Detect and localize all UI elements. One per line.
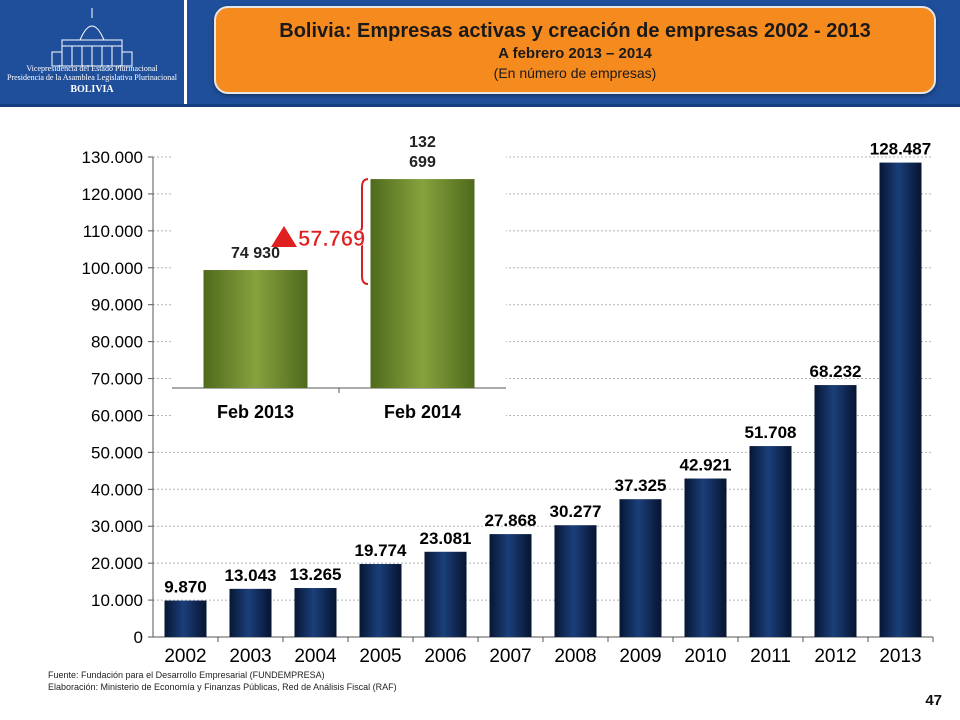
chart-unit: (En número de empresas) <box>493 65 657 81</box>
bar <box>619 499 662 637</box>
bar <box>164 600 207 637</box>
inset-x-tick-label: Feb 2014 <box>384 402 461 422</box>
difference-annotation: 57.769 <box>298 226 365 251</box>
title-banner: Bolivia: Empresas activas y creación de … <box>214 6 936 94</box>
bar-data-label: 68.232 <box>810 362 862 381</box>
y-tick-label: 50.000 <box>91 443 143 462</box>
chart-title: Bolivia: Empresas activas y creación de … <box>279 20 871 42</box>
footer-elaboration: Elaboración: Ministerio de Economía y Fi… <box>48 682 397 692</box>
bar <box>424 551 467 637</box>
difference-bracket <box>355 178 369 286</box>
building-emblem-icon <box>51 8 133 67</box>
bar <box>684 478 727 637</box>
y-tick-label: 80.000 <box>91 333 143 352</box>
y-tick-label: 130.000 <box>82 148 143 167</box>
y-tick-label: 70.000 <box>91 370 143 389</box>
bar-data-label: 19.774 <box>355 541 408 560</box>
bar-data-label: 27.868 <box>485 511 537 530</box>
x-tick-label: 2013 <box>879 646 921 667</box>
inset-bar-data-label: 132 <box>409 134 436 151</box>
y-tick-label: 60.000 <box>91 406 143 425</box>
bar <box>749 446 792 637</box>
inset-x-tick-label: Feb 2013 <box>217 402 294 422</box>
up-arrow-icon <box>271 226 297 247</box>
bar-data-label: 51.708 <box>745 423 797 442</box>
institution-logo: Vicepresidencia del Estado Plurinacional… <box>0 0 184 104</box>
bar <box>554 525 597 637</box>
y-tick-label: 30.000 <box>91 517 143 536</box>
x-tick-label: 2005 <box>359 646 401 667</box>
y-tick-label: 110.000 <box>83 222 143 241</box>
y-tick-label: 120.000 <box>82 185 143 204</box>
inset-bar <box>203 270 308 388</box>
bar-data-label: 42.921 <box>680 456 732 475</box>
bar <box>879 162 922 637</box>
bar-data-label: 9.870 <box>164 578 207 597</box>
x-tick-label: 2008 <box>554 646 596 667</box>
bar-data-label: 13.265 <box>290 565 342 584</box>
bar <box>489 534 532 637</box>
header-underline <box>0 104 960 107</box>
bar-data-label: 128.487 <box>870 140 931 159</box>
x-tick-label: 2009 <box>619 646 661 667</box>
logo-line-2: Presidencia de la Asamblea Legislativa P… <box>7 73 177 82</box>
x-tick-label: 2004 <box>294 646 337 667</box>
y-tick-label: 90.000 <box>91 296 143 315</box>
x-tick-label: 2012 <box>814 646 856 667</box>
y-tick-label: 100.000 <box>82 259 143 278</box>
inset-bar-data-label: 699 <box>409 154 436 171</box>
y-tick-label: 20.000 <box>91 554 143 573</box>
bar <box>294 588 337 637</box>
inset-bar <box>370 179 475 388</box>
bar-data-label: 30.277 <box>550 502 602 521</box>
x-tick-label: 2003 <box>229 646 271 667</box>
y-tick-label: 0 <box>134 628 143 647</box>
bar <box>814 385 857 637</box>
x-tick-label: 2006 <box>424 646 466 667</box>
chart-subtitle: A febrero 2013 – 2014 <box>498 45 652 62</box>
logo-divider <box>184 0 187 104</box>
y-tick-label: 40.000 <box>91 480 143 499</box>
bar-data-label: 23.081 <box>420 529 472 548</box>
inset-bar-data-label: 74 930 <box>231 245 280 262</box>
x-tick-label: 2002 <box>164 646 206 667</box>
page-number: 47 <box>925 692 942 709</box>
x-tick-label: 2007 <box>489 646 531 667</box>
logo-line-1: Vicepresidencia del Estado Plurinacional <box>26 64 158 73</box>
footer-source: Fuente: Fundación para el Desarrollo Emp… <box>48 670 325 680</box>
x-tick-label: 2011 <box>750 646 791 667</box>
y-tick-label: 10.000 <box>91 591 143 610</box>
bar-data-label: 37.325 <box>615 476 667 495</box>
bar <box>229 588 272 637</box>
bar <box>359 563 402 637</box>
logo-country: BOLIVIA <box>70 84 114 95</box>
bar-data-label: 13.043 <box>225 566 277 585</box>
x-tick-label: 2010 <box>684 646 726 667</box>
